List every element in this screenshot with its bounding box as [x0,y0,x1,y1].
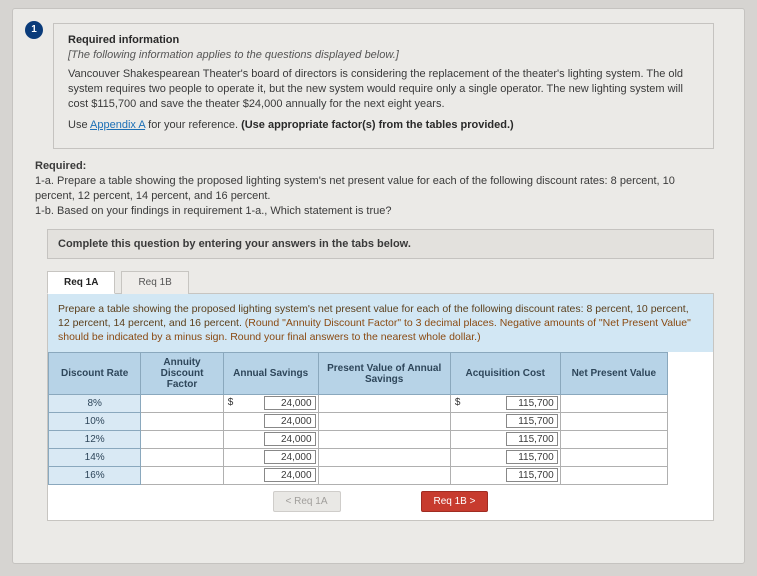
input-annual-savings[interactable]: 24,000 [264,396,316,410]
th-annuity-factor: Annuity Discount Factor [141,353,223,395]
currency-symbol: $ [228,397,234,408]
input-annual-savings[interactable]: 24,000 [264,450,316,464]
cell-annual-savings[interactable]: 24,000 [223,467,318,485]
tab-req-1b[interactable]: Req 1B [121,271,188,294]
table-row: 14% 24,000 115,700 [49,449,668,467]
cell-annual-savings[interactable]: 24,000 [223,413,318,431]
cell-pv-annual-savings[interactable] [318,395,450,413]
cell-discount-rate: 14% [49,449,141,467]
cell-annual-savings[interactable]: 24,000 [223,449,318,467]
use-hint: (Use appropriate factor(s) from the tabl… [241,119,514,131]
th-net-present-value: Net Present Value [560,353,667,395]
panel-instruction: Prepare a table showing the proposed lig… [48,294,713,353]
cell-annual-savings[interactable]: 24,000 [223,431,318,449]
cell-annuity-factor[interactable] [141,431,223,449]
th-discount-rate: Discount Rate [49,353,141,395]
cell-annuity-factor[interactable] [141,449,223,467]
cell-net-present-value[interactable] [560,431,667,449]
input-acquisition-cost[interactable]: 115,700 [506,396,558,410]
table-row: 12% 24,000 115,700 [49,431,668,449]
cell-pv-annual-savings[interactable] [318,431,450,449]
th-pv-annual-savings: Present Value of Annual Savings [318,353,450,395]
cell-annuity-factor[interactable] [141,395,223,413]
input-annual-savings[interactable]: 24,000 [264,414,316,428]
input-acquisition-cost[interactable]: 115,700 [506,432,558,446]
cell-discount-rate: 12% [49,431,141,449]
question-panel: 1 Required information [The following in… [12,8,745,564]
input-acquisition-cost[interactable]: 115,700 [506,468,558,482]
use-mid: for your reference. [145,119,241,131]
required-information-heading: Required information [68,34,699,46]
required-block: Required: 1-a. Prepare a table showing t… [35,159,714,218]
cell-net-present-value[interactable] [560,395,667,413]
cell-pv-annual-savings[interactable] [318,449,450,467]
cell-acquisition-cost[interactable]: $115,700 [450,395,560,413]
input-acquisition-cost[interactable]: 115,700 [506,414,558,428]
cell-discount-rate: 8% [49,395,141,413]
cell-annual-savings[interactable]: $24,000 [223,395,318,413]
tab-panel-req-1a: Prepare a table showing the proposed lig… [47,293,714,522]
use-prefix: Use [68,119,90,131]
cell-acquisition-cost[interactable]: 115,700 [450,449,560,467]
nav-next-button[interactable]: Req 1B > [421,491,489,512]
tabs-bar: Req 1A Req 1B [47,271,714,294]
cell-net-present-value[interactable] [560,467,667,485]
currency-symbol: $ [455,397,461,408]
required-line-1a: 1-a. Prepare a table showing the propose… [35,174,714,204]
tabs-wrap: Req 1A Req 1B Prepare a table showing th… [47,271,714,522]
input-annual-savings[interactable]: 24,000 [264,432,316,446]
cell-annuity-factor[interactable] [141,413,223,431]
complete-instruction: Complete this question by entering your … [47,229,714,259]
appendix-link[interactable]: Appendix A [90,119,145,131]
th-annual-savings: Annual Savings [223,353,318,395]
cell-acquisition-cost[interactable]: 115,700 [450,467,560,485]
required-label: Required: [35,159,714,174]
cell-net-present-value[interactable] [560,413,667,431]
cell-discount-rate: 16% [49,467,141,485]
table-row: 16% 24,000 115,700 [49,467,668,485]
cell-pv-annual-savings[interactable] [318,413,450,431]
table-row: 8%$24,000$115,700 [49,395,668,413]
table-header-row: Discount Rate Annuity Discount Factor An… [49,353,668,395]
required-information-box: Required information [The following info… [53,23,714,149]
cell-pv-annual-savings[interactable] [318,467,450,485]
input-acquisition-cost[interactable]: 115,700 [506,450,558,464]
scenario-paragraph: Vancouver Shakespearean Theater's board … [68,67,699,112]
nav-prev-button: < Req 1A [273,491,341,512]
step-number-badge: 1 [25,21,43,39]
required-line-1b: 1-b. Based on your findings in requireme… [35,204,714,219]
cell-annuity-factor[interactable] [141,467,223,485]
npv-table: Discount Rate Annuity Discount Factor An… [48,352,668,485]
cell-acquisition-cost[interactable]: 115,700 [450,431,560,449]
table-row: 10% 24,000 115,700 [49,413,668,431]
cell-net-present-value[interactable] [560,449,667,467]
appendix-line: Use Appendix A for your reference. (Use … [68,118,699,133]
cell-discount-rate: 10% [49,413,141,431]
input-annual-savings[interactable]: 24,000 [264,468,316,482]
applies-note: [The following information applies to th… [68,49,699,61]
panel-nav-row: < Req 1A Req 1B > [48,485,713,520]
tab-req-1a[interactable]: Req 1A [47,271,115,294]
cell-acquisition-cost[interactable]: 115,700 [450,413,560,431]
th-acquisition-cost: Acquisition Cost [450,353,560,395]
